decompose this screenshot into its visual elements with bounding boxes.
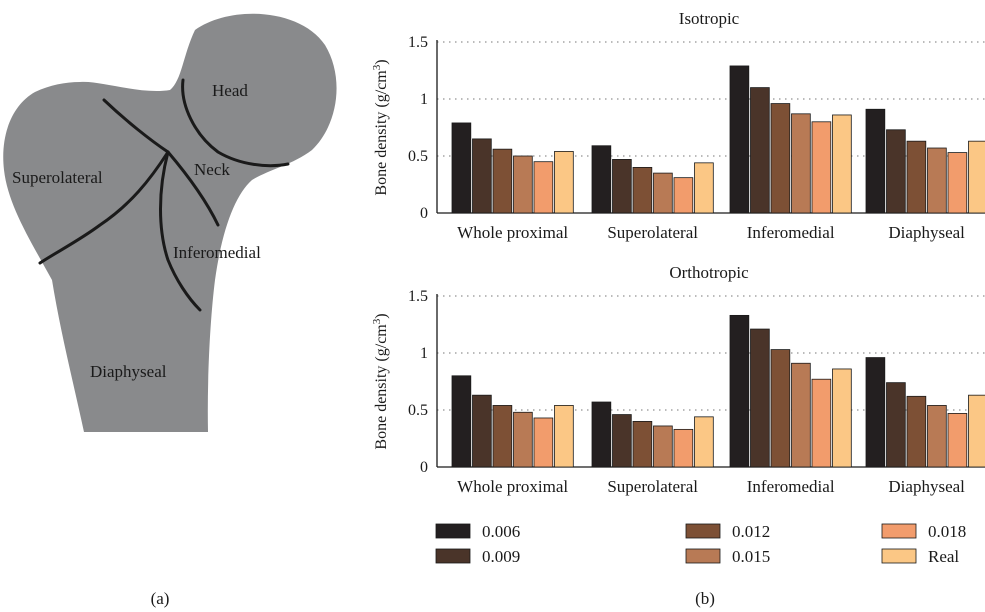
bar: [554, 151, 574, 214]
chart-title: Orthotropic: [669, 263, 749, 282]
legend-label: 0.015: [732, 547, 770, 566]
region-label-neck: Neck: [194, 160, 230, 179]
y-tick-label: 1: [420, 345, 428, 362]
bar: [513, 411, 533, 468]
bar: [472, 138, 492, 214]
bar: [968, 140, 985, 214]
bone-silhouette: [3, 13, 337, 433]
bar: [612, 159, 632, 214]
bar: [451, 122, 472, 214]
y-axis-label: Bone density (g/cm3): [371, 313, 390, 449]
bar: [832, 114, 852, 214]
bar: [632, 420, 653, 468]
chart-orthotropic: Orthotropic 0 0.5 1 1.5 Bone density (g/cm3) W…: [371, 263, 985, 496]
bar: [791, 113, 811, 214]
bar: [886, 129, 906, 214]
chart-isotropic: Isotropic 0 0.5 1 1.5 Bone density (g/cm3) Who…: [371, 9, 985, 242]
bar: [906, 140, 927, 214]
bar: [906, 395, 927, 468]
bar: [472, 394, 492, 468]
bar: [673, 428, 694, 468]
bar: [832, 368, 852, 468]
legend-swatch: [685, 548, 721, 564]
superolateral-boundary: [38, 150, 170, 265]
bar: [533, 417, 554, 468]
bar: [968, 394, 985, 468]
bar: [927, 147, 947, 214]
bar: [729, 65, 750, 214]
bar: [770, 103, 791, 214]
bar: [750, 87, 770, 214]
bar: [451, 375, 472, 468]
legend-swatch: [685, 523, 721, 539]
bar: [492, 405, 513, 468]
femur-diagram: Head Neck Superolateral Inferomedial Dia…: [3, 13, 337, 608]
x-category-label: Whole proximal: [457, 477, 568, 496]
legend: 0.006 0.012 0.018 0.009 0.015 Real: [435, 522, 966, 566]
bar: [886, 382, 906, 468]
bar: [591, 145, 612, 214]
bar: [865, 108, 886, 214]
x-category-label: Inferomedial: [747, 223, 835, 242]
bar: [533, 161, 554, 214]
bar: [729, 314, 750, 468]
bar: [694, 416, 714, 468]
panel-label-b: (b): [695, 589, 715, 608]
bar: [673, 177, 694, 214]
y-tick-label: 0: [420, 459, 428, 476]
y-axis-label: Bone density (g/cm3): [371, 59, 390, 195]
bar: [694, 162, 714, 214]
bar: [927, 405, 947, 468]
chart-title: Isotropic: [679, 9, 740, 28]
bar: [865, 357, 886, 468]
bar: [791, 362, 811, 468]
region-label-diaphyseal: Diaphyseal: [90, 362, 167, 381]
region-label-head: Head: [212, 81, 248, 100]
x-category-label: Diaphyseal: [888, 223, 965, 242]
bar: [811, 378, 832, 468]
inferomedial-boundary: [159, 150, 202, 312]
legend-label: 0.018: [928, 522, 966, 541]
legend-swatch: [435, 523, 471, 539]
bar: [492, 148, 513, 214]
bar: [612, 414, 632, 468]
bar: [653, 172, 673, 214]
bar: [750, 328, 770, 468]
legend-label: Real: [928, 547, 959, 566]
x-category-label: Superolateral: [607, 223, 698, 242]
y-tick-label: 0.5: [408, 402, 428, 419]
legend-label: 0.006: [482, 522, 520, 541]
y-tick-label: 0.5: [408, 148, 428, 165]
legend-swatch: [435, 548, 471, 564]
bar: [513, 155, 533, 214]
bar: [770, 349, 791, 468]
x-category-label: Inferomedial: [747, 477, 835, 496]
bar: [554, 405, 574, 468]
y-tick-label: 0: [420, 205, 428, 222]
bar: [632, 166, 653, 214]
y-tick-label: 1.5: [408, 288, 428, 305]
panel-label-a: (a): [151, 589, 170, 608]
legend-swatch: [881, 548, 917, 564]
bar: [591, 401, 612, 468]
y-tick-label: 1.5: [408, 34, 428, 51]
region-label-inferomedial: Inferomedial: [173, 243, 261, 262]
legend-label: 0.012: [732, 522, 770, 541]
x-category-label: Diaphyseal: [888, 477, 965, 496]
legend-swatch: [881, 523, 917, 539]
region-label-superolateral: Superolateral: [12, 168, 103, 187]
bar: [811, 121, 832, 214]
x-category-label: Whole proximal: [457, 223, 568, 242]
head-neck-boundary: [181, 78, 290, 168]
bar: [947, 413, 968, 468]
legend-label: 0.009: [482, 547, 520, 566]
y-tick-label: 1: [420, 91, 428, 108]
bar: [653, 425, 673, 468]
bar: [947, 152, 968, 214]
x-category-label: Superolateral: [607, 477, 698, 496]
